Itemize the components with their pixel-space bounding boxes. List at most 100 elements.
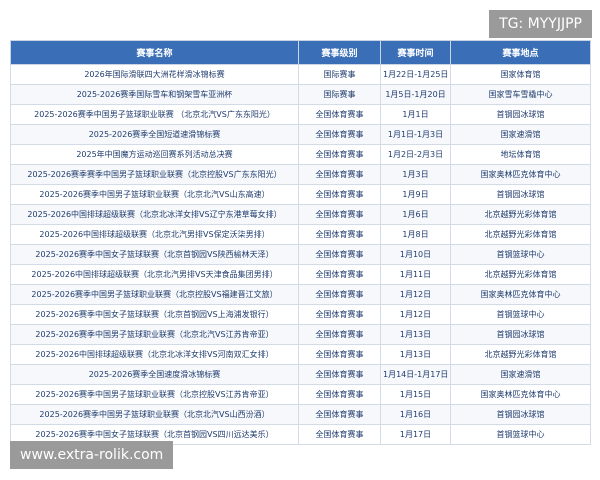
table-cell: 2025-2026赛季中国男子篮球职业联赛（北京北汽VS江苏肯帝亚） [10, 324, 299, 345]
table-body: 2026年国际滑联四大洲花样滑冰锦标赛 国际赛事 1月22日-1月25日 国家体育馆 2… [10, 64, 591, 445]
table-cell: 1月16日 [380, 404, 451, 425]
table-cell: 首钢园冰球馆 [450, 184, 591, 205]
table-cell: 2025-2026赛季全国短道速滑锦标赛 [10, 124, 299, 145]
table-cell: 国家雪车雪橇中心 [450, 84, 591, 105]
header-cell: 赛事名称 [10, 40, 299, 65]
table-cell: 1月8日 [380, 224, 451, 245]
header-cell: 赛事时间 [380, 40, 451, 65]
table-cell: 1月12日 [380, 304, 451, 325]
table-row: 2025-2026赛季中国男子篮球职业联赛（北京控股VS江苏肯帝亚） 全国体育赛事… [10, 384, 591, 405]
table-row: 2025-2026赛季中国女子篮球联赛（北京首钢园VS陕西榆林天泽） 全国体育赛事… [10, 244, 591, 265]
table-cell: 国家速滑馆 [450, 364, 591, 385]
table-row: 2025-2026赛季全国速度滑冰锦标赛 全国体育赛事 1月14日-1月17日 国家速… [10, 364, 591, 385]
table-cell: 2025年中国魔方运动巡回赛系列活动总决赛 [10, 144, 299, 165]
table-cell: 2025-2026赛季国际雪车和钢架雪车亚洲杯 [10, 84, 299, 105]
table-cell: 2025-2026赛季中国男子篮球职业联赛（北京北汽VS山东高速） [10, 184, 299, 205]
table-cell: 北京越野光彩体育馆 [450, 264, 591, 285]
table-cell: 北京越野光彩体育馆 [450, 344, 591, 365]
table-cell: 北京越野光彩体育馆 [450, 204, 591, 225]
table-row: 2025-2026中国排球超级联赛（北京北冰洋女排VS辽宁东港草莓女排） 全国体育… [10, 204, 591, 225]
watermark: www.extra-rolik.com [10, 441, 174, 469]
table-cell: 国家奥林匹克体育中心 [450, 164, 591, 185]
table-cell: 2025-2026中国排球超级联赛（北京北冰洋女排VS河南双汇女排） [10, 344, 299, 365]
table-cell: 1月2日-2月3日 [380, 144, 451, 165]
table-cell: 1月1日 [380, 104, 451, 125]
table-row: 2025-2026中国排球超级联赛（北京北冰洋女排VS河南双汇女排） 全国体育赛事… [10, 344, 591, 365]
table-cell: 1月14日-1月17日 [380, 364, 451, 385]
table-cell: 1月3日 [380, 164, 451, 185]
table-cell: 2025-2026中国排球超级联赛（北京北汽男排VS天津食品集团男排） [10, 264, 299, 285]
table-cell: 地坛体育馆 [450, 144, 591, 165]
table-cell: 2025-2026赛季中国男子篮球职业联赛 （北京北汽VS广东东阳光） [10, 104, 299, 125]
table-cell: 国家体育馆 [450, 64, 591, 85]
table-cell: 1月9日 [380, 184, 451, 205]
table-cell: 全国体育赛事 [298, 164, 381, 185]
table-cell: 全国体育赛事 [298, 344, 381, 365]
table-row: 2025-2026赛季中国男子篮球职业联赛 （北京北汽VS广东东阳光） 全国体育赛… [10, 104, 591, 125]
table-cell: 2025-2026赛季中国男子篮球职业联赛（北京控股VS江苏肯帝亚） [10, 384, 299, 405]
table-cell: 1月6日 [380, 204, 451, 225]
table-cell: 2025-2026赛季中国女子篮球联赛（北京首钢园VS上海浦发银行） [10, 304, 299, 325]
table-cell: 全国体育赛事 [298, 204, 381, 225]
table-cell: 全国体育赛事 [298, 304, 381, 325]
header-row: 赛事名称 赛事级别 赛事时间 赛事地点 [10, 40, 591, 65]
table-cell: 全国体育赛事 [298, 324, 381, 345]
table-cell: 1月10日 [380, 244, 451, 265]
table-cell: 1月1日-1月3日 [380, 124, 451, 145]
table-cell: 1月11日 [380, 264, 451, 285]
table-cell: 2026年国际滑联四大洲花样滑冰锦标赛 [10, 64, 299, 85]
table-cell: 2025-2026赛季中国男子篮球职业联赛（北京北汽VS山西汾酒） [10, 404, 299, 425]
table-cell: 1月13日 [380, 344, 451, 365]
watermark: TG: MYYJJPP [489, 10, 592, 38]
table-cell: 全国体育赛事 [298, 104, 381, 125]
table-cell: 2025-2026中国排球超级联赛（北京北冰洋女排VS辽宁东港草莓女排） [10, 204, 299, 225]
table-cell: 国家奥林匹克体育中心 [450, 284, 591, 305]
table-cell: 首钢篮球中心 [450, 304, 591, 325]
table-cell: 全国体育赛事 [298, 404, 381, 425]
table-cell: 国家速滑馆 [450, 124, 591, 145]
table-row: 2025-2026赛季全国短道速滑锦标赛 全国体育赛事 1月1日-1月3日 国家速滑馆 [10, 124, 591, 145]
table-cell: 1月12日 [380, 284, 451, 305]
table-cell: 全国体育赛事 [298, 284, 381, 305]
table-cell: 首钢篮球中心 [450, 424, 591, 445]
table-row: 2025-2026中国排球超级联赛（北京北汽男排VS天津食品集团男排） 全国体育赛… [10, 264, 591, 285]
table-cell: 全国体育赛事 [298, 224, 381, 245]
table-row: 2025-2026赛季中国女子篮球联赛（北京首钢园VS四川远达美乐） 全国体育赛事… [10, 424, 591, 445]
table-cell: 2025-2026赛季中国男子篮球职业联赛（北京控股VS福建晋江文旅） [10, 284, 299, 305]
table-cell: 1月5日-1月20日 [380, 84, 451, 105]
table-row: 2025-2026赛季中国男子篮球职业联赛（北京控股VS福建晋江文旅） 全国体育赛… [10, 284, 591, 305]
table-cell: 首钢篮球中心 [450, 244, 591, 265]
table-cell: 首钢园冰球馆 [450, 404, 591, 425]
table-cell: 1月13日 [380, 324, 451, 345]
table-row: 2025-2026赛季中国男子篮球职业联赛（北京北汽VS江苏肯帝亚） 全国体育赛事… [10, 324, 591, 345]
table-cell: 2025-2026赛季赛季中国男子篮球职业联赛（北京控股VS广东东阳光） [10, 164, 299, 185]
table-row: 2025-2026中国排球超级联赛（北京北汽男排VS保定沃柒男排） 全国体育赛事 1… [10, 224, 591, 245]
table-row: 2025-2026赛季中国男子篮球职业联赛（北京北汽VS山西汾酒） 全国体育赛事 1… [10, 404, 591, 425]
table-cell: 国际赛事 [298, 84, 381, 105]
table-cell: 全国体育赛事 [298, 364, 381, 385]
table-row: 2025-2026赛季中国男子篮球职业联赛（北京北汽VS山东高速） 全国体育赛事 1… [10, 184, 591, 205]
header-cell: 赛事地点 [450, 40, 591, 65]
table-cell: 1月17日 [380, 424, 451, 445]
table-cell: 全国体育赛事 [298, 124, 381, 145]
table-row: 2025年中国魔方运动巡回赛系列活动总决赛 全国体育赛事 1月2日-2月3日 地坛体育… [10, 144, 591, 165]
header-cell: 赛事级别 [298, 40, 381, 65]
table-cell: 首钢园冰球馆 [450, 104, 591, 125]
table-cell: 2025-2026中国排球超级联赛（北京北汽男排VS保定沃柒男排） [10, 224, 299, 245]
table-cell: 2025-2026赛季全国速度滑冰锦标赛 [10, 364, 299, 385]
table-cell: 1月22日-1月25日 [380, 64, 451, 85]
table-row: 2026年国际滑联四大洲花样滑冰锦标赛 国际赛事 1月22日-1月25日 国家体育馆 [10, 64, 591, 85]
table-cell: 全国体育赛事 [298, 424, 381, 445]
table-cell: 全国体育赛事 [298, 244, 381, 265]
table-cell: 国家奥林匹克体育中心 [450, 384, 591, 405]
table-row: 2025-2026赛季中国女子篮球联赛（北京首钢园VS上海浦发银行） 全国体育赛事… [10, 304, 591, 325]
table-row: 2025-2026赛季国际雪车和钢架雪车亚洲杯 国际赛事 1月5日-1月20日 国家雪… [10, 84, 591, 105]
table-cell: 2025-2026赛季中国女子篮球联赛（北京首钢园VS陕西榆林天泽） [10, 244, 299, 265]
table-cell: 首钢园冰球馆 [450, 324, 591, 345]
table-cell: 1月15日 [380, 384, 451, 405]
table-cell: 全国体育赛事 [298, 264, 381, 285]
table-cell: 全国体育赛事 [298, 144, 381, 165]
table-cell: 北京越野光彩体育馆 [450, 224, 591, 245]
table-cell: 全国体育赛事 [298, 184, 381, 205]
